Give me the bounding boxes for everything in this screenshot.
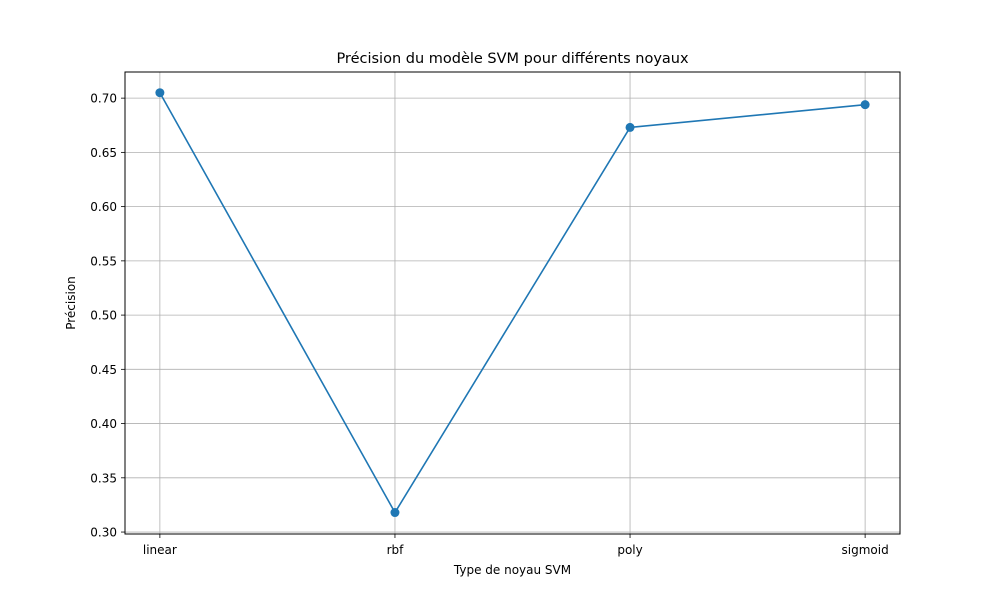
x-tick-label: linear: [143, 543, 177, 557]
y-tick-label: 0.60: [90, 200, 117, 214]
plot-frame: [124, 71, 901, 535]
y-axis-label: Précision: [64, 276, 78, 330]
y-tick-label: 0.70: [90, 92, 117, 106]
x-tick-label: poly: [617, 543, 642, 557]
x-tick-label: rbf: [387, 543, 405, 557]
y-tick-label: 0.55: [90, 254, 117, 268]
tick-layer: linear rbf poly sigmoid 0.30 0.35 0.40 0.45 0.50…: [90, 92, 888, 557]
series-line: [159, 92, 866, 515]
grid-layer: [125, 72, 900, 534]
data-point: [155, 88, 165, 98]
y-tick-label: 0.45: [90, 363, 117, 377]
data-point: [860, 100, 870, 110]
y-tick-label: 0.65: [90, 146, 117, 160]
series-layer: [155, 88, 870, 518]
data-point: [390, 508, 400, 518]
y-tick-label: 0.40: [90, 417, 117, 431]
chart-title: Précision du modèle SVM pour différents …: [336, 51, 689, 67]
y-tick-label: 0.35: [90, 471, 117, 485]
y-tick-label: 0.30: [90, 526, 117, 540]
data-point: [625, 122, 635, 132]
y-tick-label: 0.50: [90, 309, 117, 323]
x-tick-label: sigmoid: [842, 543, 889, 557]
x-axis-label: Type de noyau SVM: [453, 563, 571, 577]
